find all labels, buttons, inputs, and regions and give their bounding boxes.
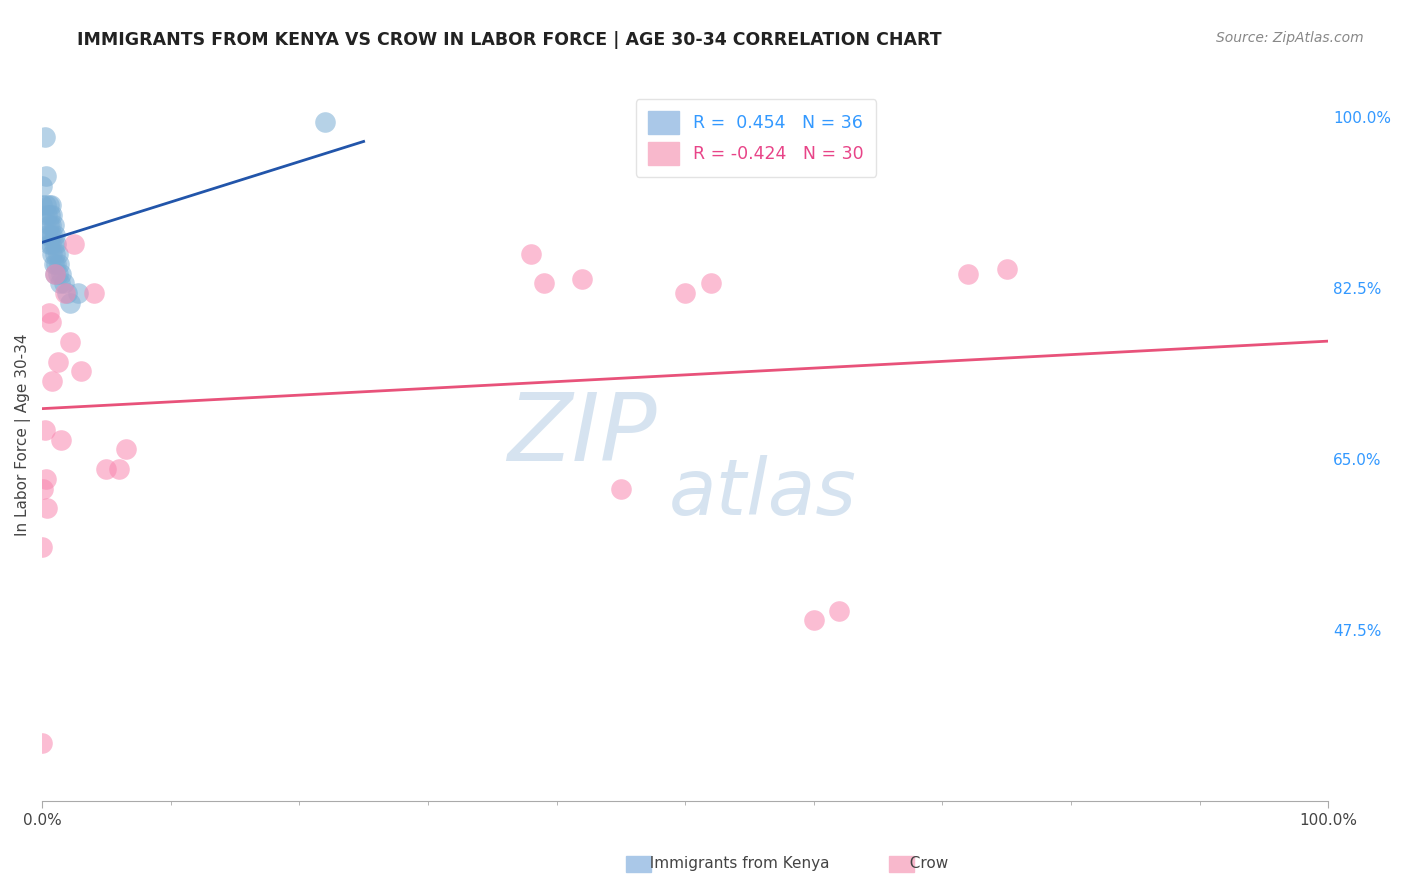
Point — [42, 257, 65, 271]
Point — [53, 277, 76, 291]
Point — [96, 462, 118, 476]
Text: ZIP: ZIP — [508, 389, 657, 480]
Point — [69, 364, 91, 378]
Point — [31, 198, 53, 212]
Point — [114, 442, 136, 457]
Point — [51, 267, 73, 281]
Point — [46, 247, 69, 261]
Point — [32, 482, 55, 496]
Point — [44, 247, 66, 261]
Point — [35, 198, 58, 212]
Point — [314, 115, 336, 129]
Point — [83, 286, 105, 301]
Point — [39, 316, 62, 330]
Text: Crow: Crow — [900, 856, 948, 871]
Point — [37, 227, 59, 242]
Point — [39, 218, 62, 232]
Point — [44, 267, 66, 281]
Point — [38, 227, 60, 242]
Y-axis label: In Labor Force | Age 30-34: In Labor Force | Age 30-34 — [15, 334, 31, 536]
Point — [39, 198, 62, 212]
Point — [45, 237, 67, 252]
Point — [51, 433, 73, 447]
Point — [34, 129, 56, 144]
Point — [38, 218, 60, 232]
Point — [38, 306, 60, 320]
Point — [108, 462, 131, 476]
Point — [49, 277, 72, 291]
Point — [803, 614, 825, 628]
Point — [35, 472, 58, 486]
Point — [828, 604, 851, 618]
Point — [44, 227, 66, 242]
FancyBboxPatch shape — [889, 856, 914, 872]
Point — [31, 178, 53, 193]
Point — [35, 169, 58, 183]
Point — [46, 354, 69, 368]
Point — [38, 208, 60, 222]
Point — [55, 286, 77, 301]
Point — [38, 237, 60, 252]
Point — [38, 198, 60, 212]
Point — [42, 237, 65, 252]
Point — [46, 267, 69, 281]
Point — [67, 286, 90, 301]
Point — [700, 277, 723, 291]
Point — [44, 267, 66, 281]
Point — [39, 237, 62, 252]
Point — [37, 208, 59, 222]
Point — [53, 286, 76, 301]
Point — [31, 540, 53, 554]
Point — [520, 247, 543, 261]
Point — [63, 237, 86, 252]
Point — [533, 277, 555, 291]
Point — [41, 208, 63, 222]
Point — [41, 374, 63, 388]
Text: Source: ZipAtlas.com: Source: ZipAtlas.com — [1216, 31, 1364, 45]
Point — [957, 267, 980, 281]
Point — [41, 247, 63, 261]
Legend: R =  0.454   N = 36, R = -0.424   N = 30: R = 0.454 N = 36, R = -0.424 N = 30 — [636, 99, 876, 177]
Text: Immigrants from Kenya: Immigrants from Kenya — [640, 856, 830, 871]
Point — [571, 271, 593, 285]
Text: atlas: atlas — [668, 456, 856, 532]
Point — [45, 257, 67, 271]
Point — [48, 257, 70, 271]
Point — [31, 735, 53, 749]
Point — [673, 286, 696, 301]
FancyBboxPatch shape — [626, 856, 651, 872]
Point — [42, 218, 65, 232]
Point — [610, 482, 633, 496]
Point — [34, 423, 56, 437]
Point — [59, 334, 82, 349]
Point — [37, 501, 59, 516]
Point — [41, 227, 63, 242]
Point — [59, 296, 82, 310]
Text: IMMIGRANTS FROM KENYA VS CROW IN LABOR FORCE | AGE 30-34 CORRELATION CHART: IMMIGRANTS FROM KENYA VS CROW IN LABOR F… — [77, 31, 942, 49]
Point — [995, 261, 1018, 276]
